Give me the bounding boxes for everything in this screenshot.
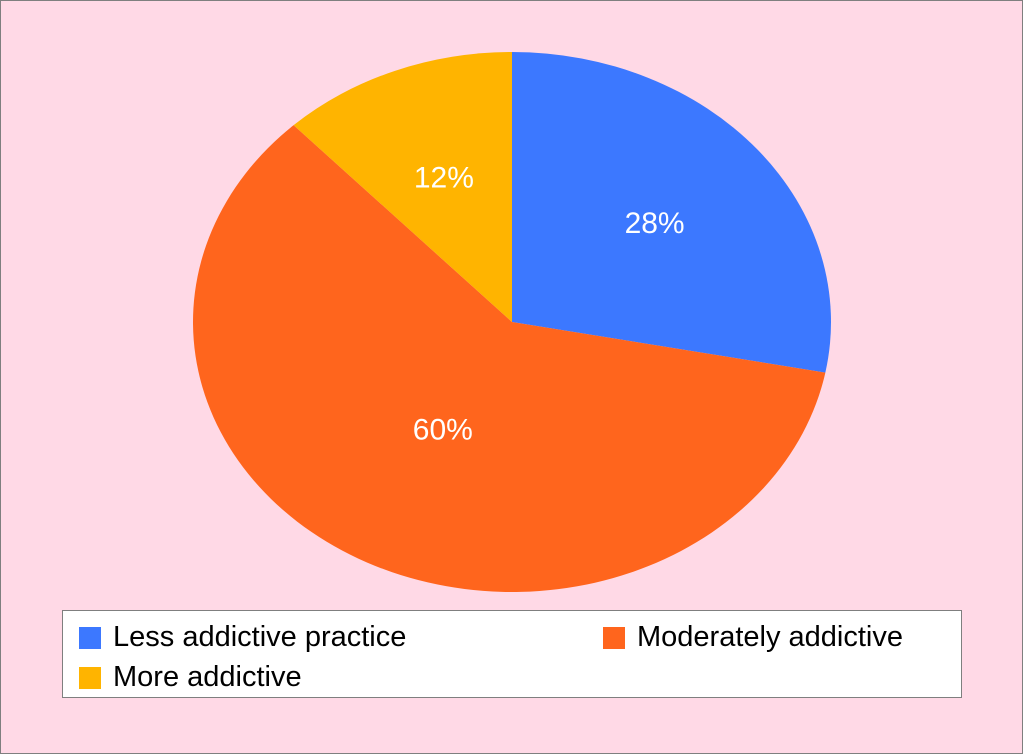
slice-label-less-addictive: 28% xyxy=(625,207,685,240)
legend-item-more-addictive: More addictive xyxy=(79,661,302,694)
legend-label-moderately-addictive: Moderately addictive xyxy=(637,621,903,653)
slice-label-more-addictive: 12% xyxy=(414,161,474,194)
pie-slice-more-addictive xyxy=(293,52,512,322)
pie-slice-moderately-addictive xyxy=(192,125,826,593)
slice-label-moderately-addictive: 60% xyxy=(413,414,473,447)
legend-label-less-addictive: Less addictive practice xyxy=(113,621,407,653)
pie-slice-less-addictive xyxy=(512,52,831,373)
legend-item-moderately-addictive: Moderately addictive xyxy=(603,621,903,654)
legend-swatch-more-addictive xyxy=(79,666,101,689)
legend-swatch-less-addictive xyxy=(79,626,101,649)
legend-item-less-addictive: Less addictive practice xyxy=(79,621,406,654)
legend-label-more-addictive: More addictive xyxy=(113,661,302,693)
legend-swatch-moderately-addictive xyxy=(603,626,625,649)
legend: Less addictive practice Moderately addic… xyxy=(62,610,962,698)
